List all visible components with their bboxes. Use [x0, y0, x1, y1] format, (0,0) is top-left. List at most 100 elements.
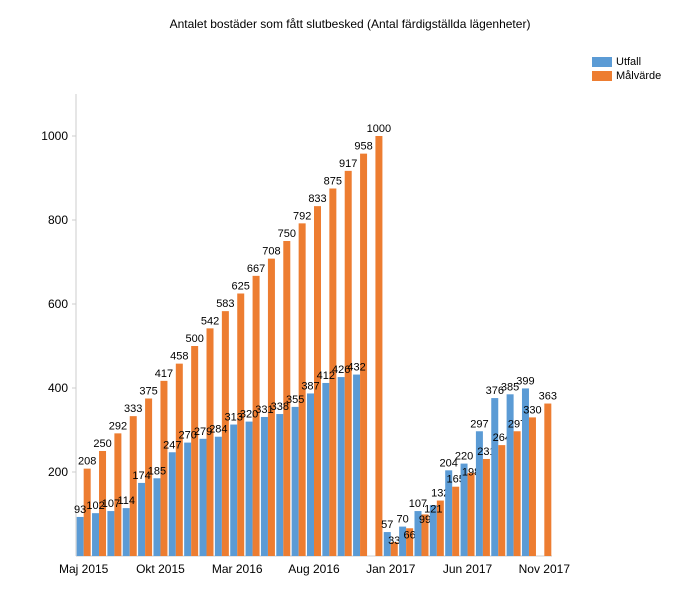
legend-item-utfall: Utfall: [592, 55, 661, 69]
bar-utfall: [260, 416, 268, 556]
data-label-utfall: 270: [178, 430, 196, 442]
data-label-utfall: 204: [440, 457, 458, 469]
bar-utfall: [107, 511, 115, 556]
data-label-utfall: 412: [317, 370, 335, 382]
bar-malvarde: [467, 472, 475, 556]
bar-malvarde: [237, 293, 245, 556]
bar-malvarde: [221, 311, 229, 556]
data-label-malvarde: 833: [308, 193, 326, 205]
data-label-utfall: 331: [255, 404, 273, 416]
bar-utfall: [168, 452, 176, 556]
data-label-malvarde: 198: [462, 467, 480, 479]
legend-swatch-malvarde: [592, 71, 612, 81]
data-label-malvarde: 330: [523, 404, 541, 416]
legend-label-malvarde: Målvärde: [616, 70, 662, 82]
data-label-malvarde: 99: [419, 514, 431, 526]
bar-utfall: [245, 421, 253, 556]
bar-utfall: [353, 374, 361, 556]
bar-malvarde: [513, 431, 521, 556]
bar-utfall: [199, 438, 207, 556]
bar-malvarde: [421, 514, 429, 556]
x-tick-label: Okt 2015: [136, 562, 185, 576]
data-label-malvarde: 297: [508, 418, 526, 430]
x-tick-label: Nov 2017: [519, 562, 571, 576]
x-tick-label: Jan 2017: [366, 562, 416, 576]
bar-utfall: [475, 431, 483, 556]
data-label-malvarde: 363: [539, 391, 557, 403]
bar-malvarde: [129, 416, 137, 556]
bar-utfall: [138, 482, 146, 556]
x-tick-label: Maj 2015: [59, 562, 109, 576]
bar-malvarde: [544, 403, 552, 556]
bar-utfall: [276, 414, 284, 556]
data-label-malvarde: 917: [339, 158, 357, 170]
data-label-utfall: 70: [397, 514, 409, 526]
data-label-utfall: 185: [148, 465, 166, 477]
bar-malvarde: [375, 136, 383, 556]
bar-malvarde: [298, 223, 306, 557]
bar-malvarde: [406, 528, 414, 556]
bar-malvarde: [283, 241, 291, 556]
legend-swatch-utfall: [592, 57, 612, 67]
bar-utfall: [214, 436, 222, 556]
data-label-malvarde: 292: [109, 420, 127, 432]
data-label-malvarde: 375: [139, 386, 157, 398]
bar-malvarde: [390, 542, 398, 556]
data-label-utfall: 399: [516, 375, 534, 387]
bar-utfall: [230, 424, 238, 556]
data-label-malvarde: 132: [431, 488, 449, 500]
data-label-utfall: 297: [470, 418, 488, 430]
data-label-utfall: 387: [301, 380, 319, 392]
data-label-malvarde: 66: [404, 530, 416, 542]
bar-malvarde: [160, 380, 168, 556]
bar-malvarde: [436, 500, 444, 556]
data-label-malvarde: 231: [477, 446, 495, 458]
bar-utfall: [291, 406, 299, 556]
bar-utfall: [322, 382, 330, 556]
data-label-utfall: 247: [163, 439, 181, 451]
data-label-malvarde: 625: [232, 281, 250, 293]
data-label-malvarde: 208: [78, 456, 96, 468]
data-label-utfall: 376: [486, 385, 504, 397]
bar-utfall: [429, 505, 437, 556]
y-tick-label: 1000: [41, 129, 68, 143]
bar-utfall: [445, 470, 453, 556]
bar-malvarde: [528, 417, 536, 556]
x-tick-label: Jun 2017: [443, 562, 493, 576]
bar-malvarde: [175, 363, 183, 556]
data-label-utfall: 279: [194, 426, 212, 438]
bar-utfall: [153, 478, 161, 556]
bar-malvarde: [498, 445, 506, 556]
bar-malvarde: [452, 486, 460, 556]
y-tick-label: 600: [48, 297, 68, 311]
legend-item-malvarde: Målvärde: [592, 69, 661, 83]
y-tick-label: 200: [48, 465, 68, 479]
bar-malvarde: [191, 346, 199, 556]
bar-utfall: [76, 516, 84, 556]
bar-utfall: [506, 394, 514, 556]
bar-utfall: [460, 463, 468, 556]
data-label-utfall: 121: [424, 504, 442, 516]
bar-utfall: [491, 398, 499, 556]
legend: Utfall Målvärde: [592, 55, 661, 83]
data-label-utfall: 426: [332, 364, 350, 376]
bar-utfall: [383, 532, 391, 556]
data-label-utfall: 107: [102, 498, 120, 510]
bar-malvarde: [482, 458, 490, 556]
data-label-malvarde: 264: [493, 432, 511, 444]
y-tick-label: 400: [48, 381, 68, 395]
data-label-malvarde: 33: [388, 535, 400, 547]
bar-malvarde: [344, 170, 352, 557]
data-label-malvarde: 750: [278, 228, 296, 240]
data-label-utfall: 385: [501, 381, 519, 393]
data-label-malvarde: 792: [293, 210, 311, 222]
data-label-malvarde: 708: [262, 246, 280, 258]
data-label-utfall: 93: [74, 504, 86, 516]
data-label-utfall: 338: [271, 401, 289, 413]
data-label-utfall: 107: [409, 498, 427, 510]
data-label-utfall: 320: [240, 409, 258, 421]
data-label-utfall: 432: [347, 362, 365, 374]
data-label-utfall: 355: [286, 394, 304, 406]
data-label-malvarde: 958: [354, 141, 372, 153]
